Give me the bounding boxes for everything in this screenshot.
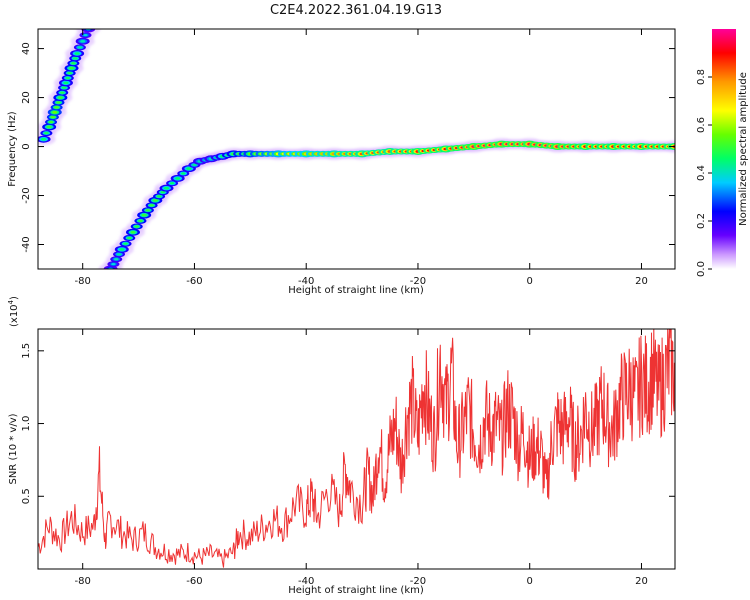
top-y-tick-label: -20 [21, 187, 32, 203]
svg-text:(x104): (x104) [7, 296, 20, 327]
top-x-tick-label: -60 [186, 276, 202, 287]
colorbar-gradient [712, 29, 736, 269]
trace-core-blob [152, 199, 158, 202]
trace-core-blob [181, 172, 186, 175]
top-y-tick-label: 20 [21, 91, 32, 104]
trace-core-blob [56, 101, 61, 104]
bottom-plot-area [38, 329, 675, 568]
bottom-x-tick-label: -80 [75, 576, 91, 587]
trace-core-blob [77, 46, 83, 49]
trace-core-blob [141, 213, 147, 217]
trace-core-blob [156, 195, 162, 198]
trace-core-blob [145, 209, 151, 212]
colorbar: 0.0 0.2 0.4 0.6 0.8 Normalized spectral ampl… [696, 29, 749, 277]
trace-core-blob [74, 52, 80, 55]
bottom-y-axis: 0.5 1.0 1.5 [21, 343, 675, 504]
bottom-y-axis-label: SNR (10 * v/v) [8, 413, 19, 484]
trace-core-blob [83, 34, 88, 37]
bottom-plot-frame [37, 328, 676, 570]
trace-core-blob [111, 263, 116, 266]
bottom-x-tick-label: -60 [186, 576, 202, 587]
bottom-y-tick-label: 1.5 [21, 343, 32, 359]
trace-core-blob [61, 86, 67, 89]
trace-core-blob [160, 191, 165, 194]
y-multiplier: (x104) [7, 296, 20, 327]
top-chart-title: C2E4.2022.361.04.19.G13 [270, 3, 442, 18]
trace-core-blob [44, 131, 49, 135]
bottom-x-axis-label: Height of straight line (km) [288, 585, 424, 596]
y-multiplier-close: ) [9, 296, 20, 300]
colorbar-tick-label: 0.4 [696, 165, 707, 181]
trace-core-blob [169, 182, 175, 185]
trace-core-blob [149, 204, 154, 207]
top-y-tick-label: 40 [21, 42, 32, 55]
bottom-x-tick-label: 20 [635, 576, 648, 587]
trace-core-blob [114, 258, 119, 261]
colorbar-ticks: 0.0 0.2 0.4 0.6 0.8 [696, 69, 712, 277]
trace-core-blob [48, 120, 54, 124]
bottom-y-tick-label: 0.5 [21, 488, 32, 504]
trace-core-blob [69, 66, 75, 70]
bottom-chart: -80 -60 -40 -20 0 20 0.5 1.0 1.5 Height of stra… [7, 296, 676, 596]
top-x-axis: -80 -60 -40 -20 0 20 [75, 29, 648, 287]
top-y-axis-label: Frequency (Hz) [7, 111, 18, 187]
top-y-axis: -40 -20 0 20 40 [21, 42, 675, 253]
trace-core-blob [63, 81, 69, 85]
trace-core-blob [71, 62, 76, 65]
top-plot-area [38, 29, 675, 269]
top-x-axis-label: Height of straight line (km) [288, 285, 424, 296]
top-x-tick-label: 0 [527, 276, 533, 287]
trace-core-blob [186, 167, 192, 170]
bottom-x-tick-label: -20 [410, 576, 426, 587]
trace-core-blob [80, 39, 86, 43]
trace-core-blob [119, 248, 125, 251]
trace-core-blob [138, 219, 143, 222]
bottom-x-tick-label: 0 [527, 576, 533, 587]
top-plot-frame [37, 28, 676, 270]
colorbar-tick-label: 0.0 [696, 261, 707, 277]
trace-core-blob [57, 96, 63, 99]
trace-core-blob [130, 230, 136, 234]
trace-core-blob [116, 253, 122, 256]
trace-core-blob [41, 137, 47, 141]
y-multiplier-exponent: 4 [7, 299, 15, 304]
trace-core-blob [175, 177, 181, 180]
trace-core-blob [164, 186, 170, 190]
spectrogram-traces [38, 29, 675, 269]
snr-series-line [38, 329, 675, 568]
trace-core-blob [123, 242, 128, 245]
trace-core-blob [54, 106, 59, 109]
trace-core-blob [50, 116, 56, 119]
colorbar-label: Normalized spectral amplitude [738, 72, 749, 226]
trace-core-blob [60, 91, 65, 94]
trace-core-blob [192, 163, 197, 167]
top-chart: -80 -60 -40 -20 0 20 -40 -20 0 20 40 Height of st… [7, 28, 749, 296]
trace-core-blob [65, 76, 71, 80]
y-multiplier-base: (x10 [9, 304, 20, 327]
trace-1 [103, 140, 675, 269]
colorbar-tick-label: 0.6 [696, 117, 707, 133]
trace-core-blob [46, 125, 52, 129]
top-x-tick-label: -40 [298, 276, 314, 287]
trace-0 [38, 29, 96, 143]
top-y-tick-label: 0 [21, 143, 32, 149]
trace-core-blob [52, 110, 58, 114]
trace-core-blob [73, 57, 78, 60]
top-x-tick-label: -20 [410, 276, 426, 287]
top-y-tick-label: -40 [21, 236, 32, 252]
top-x-tick-label: -80 [75, 276, 91, 287]
bottom-x-axis: -80 -60 -40 -20 0 20 [75, 329, 648, 587]
bottom-y-tick-label: 1.0 [21, 416, 32, 432]
top-x-tick-label: 20 [635, 276, 648, 287]
colorbar-tick-label: 0.2 [696, 213, 707, 229]
trace-core-blob [127, 236, 132, 240]
bottom-x-tick-label: -40 [298, 576, 314, 587]
trace-1-haze [98, 138, 675, 269]
trace-core-blob [67, 71, 72, 75]
colorbar-tick-label: 0.8 [696, 69, 707, 85]
trace-core-blob [134, 225, 139, 228]
